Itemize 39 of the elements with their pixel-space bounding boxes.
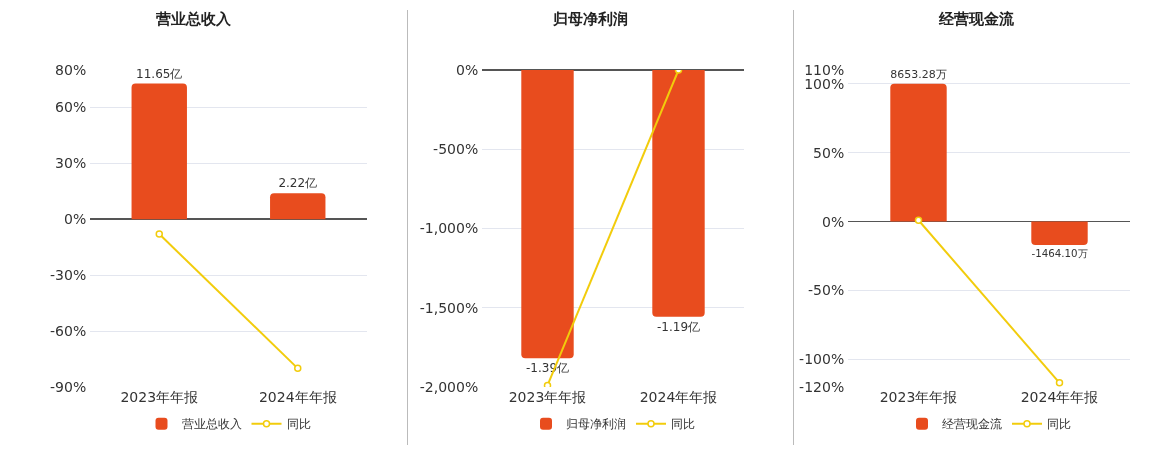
y-tick-label: 0% [455,61,478,78]
y-tick-label: -60% [50,322,87,339]
legend-label: 营业总收入 [181,417,242,432]
y-tick-label: 60% [55,99,87,116]
chart-title: 归母净利润 [551,10,628,28]
y-tick-label: 50% [813,144,845,161]
y-tick-label: 100% [804,75,845,92]
data-label: 11.65亿 [136,66,183,81]
data-label: 2.22亿 [278,176,318,191]
legend-label: 同比 [670,417,695,432]
legend-label: 经营现金流 [942,417,1003,432]
x-tick-label: 2023年年报 [508,389,586,405]
y-tick-label: -120% [799,378,845,395]
data-label: -1464.10万 [1031,247,1088,260]
y-tick-label: 0% [822,213,845,230]
x-tick-label: 2023年年报 [880,389,958,405]
y-tick-label: -1,500% [419,299,478,316]
y-tick-label: 110% [804,61,845,78]
data-label: -1.19亿 [656,319,700,334]
legend-label: 归母净利润 [565,417,626,432]
y-tick-label: 0% [63,211,87,228]
x-tick-label: 2024年年报 [1021,389,1099,405]
data-label: 8653.28万 [890,68,948,82]
y-tick-label: -100% [799,351,845,368]
y-tick-label: -30% [50,267,87,284]
y-tick-label: -90% [50,378,87,395]
chart-title: 营业总收入 [154,10,232,28]
y-tick-label: 30% [55,155,87,172]
chart-title: 经营现金流 [938,10,1016,28]
x-tick-label: 2024年年报 [639,389,717,405]
y-tick-label: -1,000% [419,220,478,237]
y-tick-label: -2,000% [419,378,478,395]
x-tick-label: 2023年年报 [120,389,199,405]
legend-label: 同比 [1047,417,1072,432]
legend-label: 同比 [286,417,311,432]
x-tick-label: 2024年年报 [258,389,337,405]
y-tick-label: 80% [55,61,87,78]
y-tick-label: -50% [808,282,845,299]
y-tick-label: -500% [432,141,478,158]
